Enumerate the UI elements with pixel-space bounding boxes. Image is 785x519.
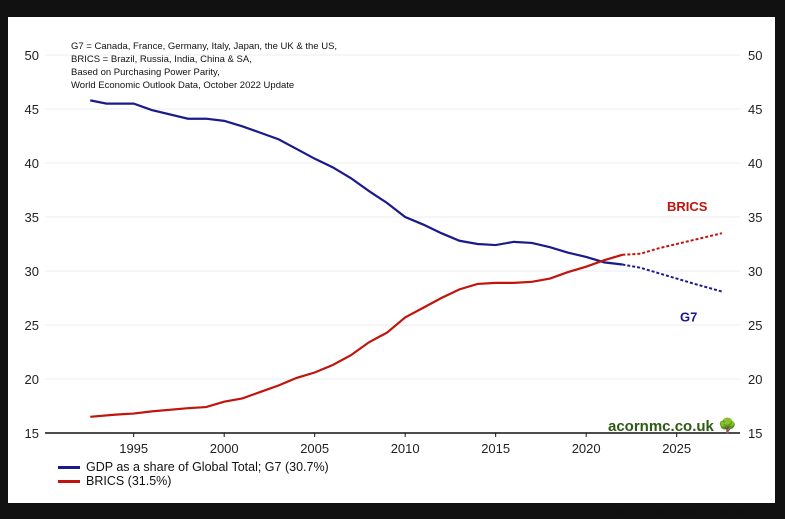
- x-tick-label: 2025: [662, 441, 691, 456]
- series-label-g7: G7: [680, 310, 697, 325]
- note-line: G7 = Canada, France, Germany, Italy, Jap…: [71, 41, 338, 52]
- y-tick-label-left: 20: [25, 372, 39, 387]
- logo-text: acornmc.co.uk: [608, 418, 714, 435]
- y-tick-label-left: 45: [25, 102, 39, 117]
- y-tick-label-right: 35: [748, 210, 762, 225]
- chart-panel: 15 15 20 20 25 25 30 30 35 35 40 40 45 45 50 50 1995 2000…: [8, 17, 775, 516]
- y-tick-label-right: 45: [748, 102, 762, 117]
- series-projection-g7: [622, 263, 723, 293]
- tree-icon: 🌳: [718, 418, 737, 435]
- x-tick-label: 1995: [119, 441, 148, 456]
- y-tick-label-left: 25: [25, 318, 39, 333]
- legend-label: GDP as a share of Global Total; G7 (30.7…: [86, 460, 329, 474]
- y-tick-label-left: 15: [25, 426, 39, 441]
- series-label-brics: BRICS: [667, 199, 708, 214]
- legend-swatch: [58, 480, 80, 484]
- x-tick-label: 2005: [300, 441, 329, 456]
- y-tick-label-left: 40: [25, 156, 39, 171]
- source-note: Source: Refinitiv Datastream, Acorn MC L…: [613, 507, 759, 516]
- legend-label: BRICS (31.5%): [86, 474, 172, 488]
- x-tick-label: 2020: [572, 441, 601, 456]
- x-tick-label: 2000: [210, 441, 239, 456]
- note-line: BRICS = Brazil, Russia, India, China & S…: [71, 54, 252, 65]
- x-tick-label: 2010: [391, 441, 420, 456]
- acorn-logo: acornmc.co.uk 🌳: [608, 417, 737, 435]
- x-tick-label: 2015: [481, 441, 510, 456]
- series-line-g7: [90, 99, 623, 266]
- legend-item-brics: BRICS (31.5%): [58, 474, 171, 488]
- series-projection-brics: [622, 232, 723, 256]
- y-tick-label-right: 25: [748, 318, 762, 333]
- y-tick-label-right: 50: [748, 48, 762, 63]
- y-tick-label-left: 35: [25, 210, 39, 225]
- series-line-brics: [90, 253, 623, 418]
- y-tick-label-left: 30: [25, 264, 39, 279]
- note-line: Based on Purchasing Power Parity,: [71, 67, 220, 78]
- y-tick-label-right: 20: [748, 372, 762, 387]
- y-tick-label-right: 15: [748, 426, 762, 441]
- y-tick-label-left: 50: [25, 48, 39, 63]
- legend-item-g7: GDP as a share of Global Total; G7 (30.7…: [58, 460, 329, 474]
- y-tick-label-right: 40: [748, 156, 762, 171]
- note-line: World Economic Outlook Data, October 202…: [71, 80, 295, 91]
- legend-swatch: [58, 466, 80, 470]
- y-tick-label-right: 30: [748, 264, 762, 279]
